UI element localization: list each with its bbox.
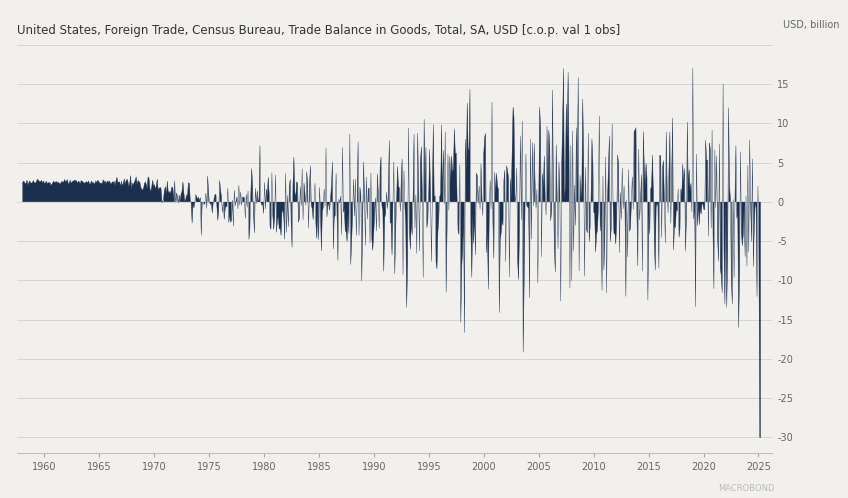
Text: USD, billion: USD, billion bbox=[783, 20, 840, 30]
Text: United States, Foreign Trade, Census Bureau, Trade Balance in Goods, Total, SA, : United States, Foreign Trade, Census Bur… bbox=[17, 24, 620, 37]
Text: MACROBOND: MACROBOND bbox=[718, 484, 774, 493]
